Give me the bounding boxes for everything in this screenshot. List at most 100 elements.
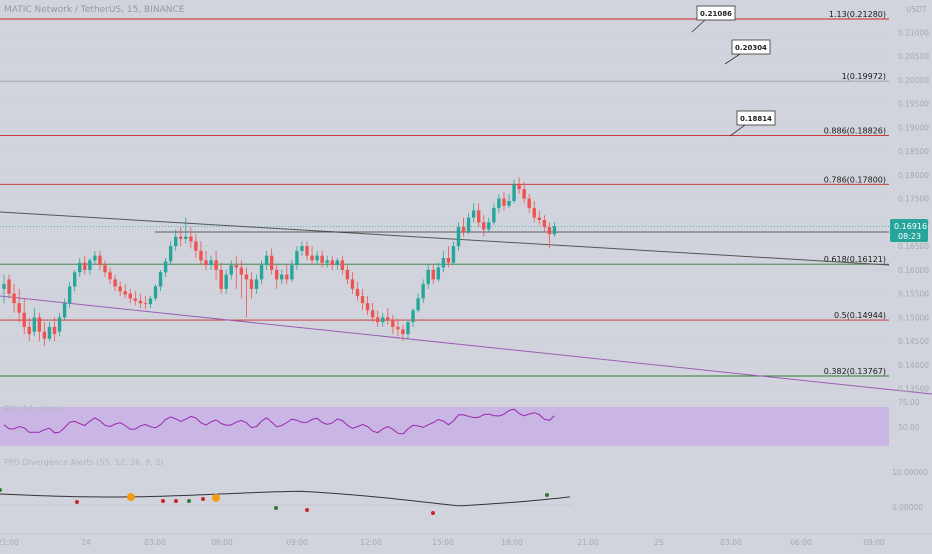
candle-body xyxy=(355,288,360,297)
candle-body xyxy=(214,260,218,270)
candle-body xyxy=(264,255,269,266)
candle-body xyxy=(259,265,264,280)
candle-body xyxy=(411,310,415,323)
price-tick: 0.17500 xyxy=(898,195,929,204)
candle-body xyxy=(275,269,279,280)
descending-support-line[interactable] xyxy=(0,295,932,395)
price-tick: 0.19500 xyxy=(898,100,929,109)
candle-body xyxy=(416,298,420,311)
price-tick: 0.14500 xyxy=(898,337,929,346)
price-axis[interactable] xyxy=(890,0,932,535)
candle-body xyxy=(426,269,430,285)
candle-body xyxy=(118,286,122,292)
candle-body xyxy=(502,198,506,206)
candle-body xyxy=(78,262,82,273)
candle-body xyxy=(421,284,425,299)
rsi-axis-75: 75.00 xyxy=(898,398,920,407)
ppo-dot xyxy=(545,493,549,497)
price-tick: 0.20000 xyxy=(898,76,929,85)
candle-body xyxy=(345,269,350,280)
candle-body xyxy=(32,317,36,332)
descending-resistance-line[interactable] xyxy=(0,211,890,266)
candle-body xyxy=(88,260,92,270)
candle-body xyxy=(168,246,173,262)
candle-body xyxy=(305,246,309,256)
candle-body xyxy=(315,255,319,261)
candle-body xyxy=(512,184,516,201)
ppo-dot xyxy=(305,508,309,512)
candle-body xyxy=(537,217,541,220)
time-tick: 15:00 xyxy=(432,538,454,547)
callout-pointer xyxy=(729,124,746,137)
callout-box[interactable] xyxy=(731,39,771,55)
price-callouts[interactable]: 0.21086 0.20304 0.18814 xyxy=(691,5,776,137)
candle-body xyxy=(370,310,375,318)
candle-body xyxy=(431,269,435,280)
callout-box[interactable] xyxy=(696,5,736,21)
candle-body xyxy=(461,227,466,232)
candle-body xyxy=(310,255,314,261)
ppo-dot xyxy=(75,500,79,504)
candle-body xyxy=(52,326,57,335)
candle-body xyxy=(300,246,304,251)
candle-body xyxy=(98,255,102,266)
callout-text: 0.21086 xyxy=(700,10,732,18)
candle-body xyxy=(143,303,148,305)
candle-body xyxy=(22,312,26,327)
ppo-dot xyxy=(127,493,135,501)
time-tick: 21:00 xyxy=(0,538,19,547)
fibonacci-levels[interactable]: 1.13(0.21280) 1(0.19972) 0.886(0.18826) 0.7… xyxy=(0,10,889,377)
candle-body xyxy=(401,329,405,335)
candle-body xyxy=(108,272,112,280)
candle-body xyxy=(17,303,21,313)
time-tick: 03:00 xyxy=(144,538,166,547)
candle-body xyxy=(320,255,324,263)
ppo-dot xyxy=(0,488,2,492)
candle-body xyxy=(103,265,107,273)
time-tick: 09:00 xyxy=(863,538,885,547)
candle-body xyxy=(153,286,158,299)
rsi-band xyxy=(0,407,889,446)
candle-body xyxy=(224,274,228,289)
ppo-dot xyxy=(161,499,165,503)
rsi-pane: RSI (14, close) 75.00 50.00 xyxy=(0,398,920,446)
candle-body xyxy=(158,272,163,287)
candle-body xyxy=(280,274,284,280)
candle-body xyxy=(27,326,31,335)
rsi-title: RSI (14, close) xyxy=(4,404,62,413)
candle-body xyxy=(451,246,456,263)
time-axis[interactable]: 21:00 24 03:00 06:00 09:00 12:00 15:00 18:00 21:… xyxy=(0,538,885,547)
candle-body xyxy=(492,208,496,223)
time-tick: 03:00 xyxy=(720,538,742,547)
candle-body xyxy=(365,303,370,311)
candle-body xyxy=(57,317,62,332)
ppo-axis-top: 10.00000 xyxy=(892,468,928,477)
candle-body xyxy=(199,250,203,261)
candle-body xyxy=(381,317,385,323)
candle-body xyxy=(340,260,345,270)
trendlines[interactable] xyxy=(0,211,932,395)
gridlines xyxy=(0,32,889,389)
ppo-axis-zero: 0.00000 xyxy=(892,503,923,512)
candle-body xyxy=(62,303,67,318)
fib-label: 0.786(0.17800) xyxy=(824,175,886,184)
candle-body xyxy=(229,265,233,275)
fib-label: 0.618(0.16121) xyxy=(824,255,886,264)
ppo-dot xyxy=(431,511,435,515)
candle-body xyxy=(325,260,329,263)
price-tick: 0.15500 xyxy=(898,290,929,299)
candle-body xyxy=(194,241,198,251)
price-tick: 0.16000 xyxy=(898,266,929,275)
candle-body xyxy=(133,298,137,301)
current-price: 0.16916 xyxy=(894,222,927,231)
callout-box[interactable] xyxy=(736,110,776,126)
price-tick: 0.18000 xyxy=(898,171,929,180)
candle-body xyxy=(290,265,294,280)
candle-body xyxy=(73,272,77,287)
ppo-dot xyxy=(201,497,205,501)
candle-body xyxy=(446,258,451,263)
candle-body xyxy=(204,260,208,266)
candle-body xyxy=(93,255,97,261)
